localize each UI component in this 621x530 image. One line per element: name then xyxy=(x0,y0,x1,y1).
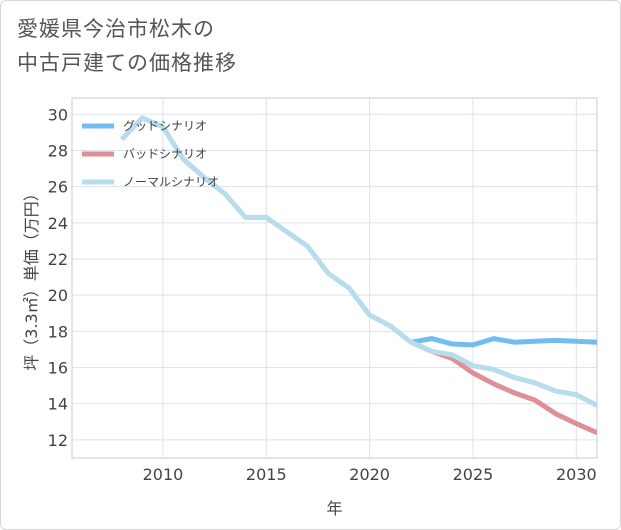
chart-title-line-1: 愛媛県今治市松木の xyxy=(17,17,215,41)
legend-label-normal: ノーマルシナリオ xyxy=(123,175,219,189)
chart-title-line-2: 中古戸建ての価格推移 xyxy=(17,51,237,75)
y-tick-label: 28 xyxy=(48,141,68,160)
y-tick-label: 26 xyxy=(48,178,68,197)
y-tick-label: 24 xyxy=(48,214,68,233)
x-tick-label: 2015 xyxy=(246,465,287,484)
y-tick-label: 14 xyxy=(48,395,68,414)
y-tick-label: 16 xyxy=(48,359,68,378)
series-line-bad xyxy=(409,339,597,435)
series-line-normal xyxy=(119,115,597,408)
y-axis-title: 坪（3.3㎡）単価（万円） xyxy=(22,185,41,370)
series-line-good xyxy=(410,336,597,348)
series-lines xyxy=(119,115,597,435)
x-tick-label: 2010 xyxy=(143,465,184,484)
tick-labels: 12 14 16 18 20 22 24 26 28 30 2010 2015 2020 2025 2030 xyxy=(48,105,597,484)
y-tick-label: 30 xyxy=(48,105,68,124)
y-tick-label: 12 xyxy=(48,431,68,450)
x-tick-label: 2020 xyxy=(349,465,390,484)
chart-title: 愛媛県今治市松木の 中古戸建ての価格推移 xyxy=(17,12,237,80)
y-tick-label: 18 xyxy=(48,322,68,341)
y-tick-label: 22 xyxy=(48,250,68,269)
y-tick-label: 20 xyxy=(48,286,68,305)
grid-lines xyxy=(72,98,597,458)
x-tick-label: 2025 xyxy=(453,465,494,484)
plot-frame xyxy=(71,97,598,459)
legend-label-good: グッドシナリオ xyxy=(123,119,207,133)
legend-label-bad: バッドシナリオ xyxy=(123,147,207,161)
x-tick-label: 2030 xyxy=(556,465,597,484)
x-axis-title: 年 xyxy=(326,499,342,518)
